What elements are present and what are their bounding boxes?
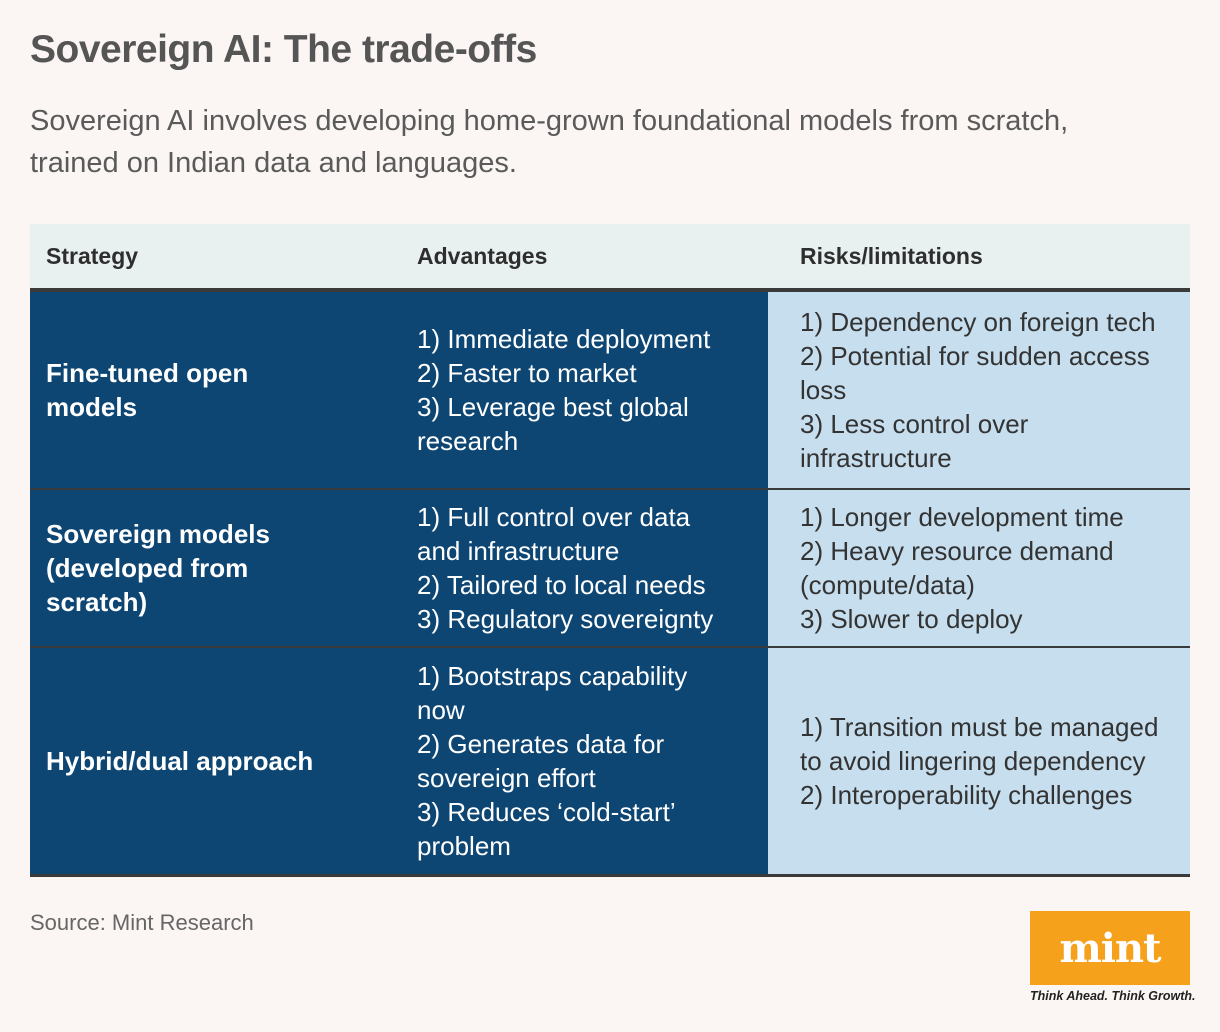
cell-line: and infrastructure: [417, 536, 620, 566]
subtitle: Sovereign AI involves developing home-gr…: [30, 100, 1190, 184]
cell-line: Sovereign models: [46, 519, 270, 549]
cell-line: 2) Faster to market: [417, 358, 637, 388]
cell-line: 1) Longer development time: [800, 502, 1124, 532]
logo-wordmark: mint: [1059, 924, 1161, 972]
header-advantages: Advantages: [417, 242, 548, 269]
cell-line: 2) Generates data for: [417, 729, 665, 759]
logo-tagline: Think Ahead. Think Growth.: [1030, 989, 1196, 1003]
table-row: Fine-tuned open models 1) Immediate depl…: [30, 292, 1190, 490]
cell-line: scratch): [46, 587, 148, 617]
cell-line: 3) Regulatory sovereignty: [417, 604, 714, 634]
risks-cell: 1) Dependency on foreign tech 2) Potenti…: [768, 292, 1190, 488]
source-note: Source: Mint Research: [30, 910, 254, 935]
subtitle-line: trained on Indian data and languages.: [30, 147, 517, 179]
cell-line: 3) Less control over: [800, 409, 1029, 439]
cell-line: 1) Dependency on foreign tech: [800, 307, 1156, 337]
risks-cell: 1) Longer development time 2) Heavy reso…: [768, 490, 1190, 646]
cell-line: (developed from: [46, 553, 249, 583]
cell-line: 3) Reduces ‘cold-start’: [417, 797, 676, 827]
cell-line: 3) Slower to deploy: [800, 604, 1023, 634]
page-title: Sovereign AI: The trade-offs: [30, 28, 537, 71]
cell-line: Fine-tuned open: [46, 358, 249, 388]
advantages-cell: 1) Bootstraps capability now 2) Generate…: [417, 648, 768, 874]
cell-line: 1) Bootstraps capability: [417, 661, 688, 691]
cell-line: problem: [417, 831, 511, 861]
cell-line: (compute/data): [800, 570, 975, 600]
cell-line: 2) Heavy resource demand: [800, 536, 1114, 566]
cell-line: now: [417, 695, 465, 725]
risks-cell: 1) Transition must be managed to avoid l…: [768, 648, 1190, 874]
cell-line: 2) Potential for sudden access: [800, 341, 1150, 371]
cell-line: 2) Tailored to local needs: [417, 570, 706, 600]
cell-line: research: [417, 426, 519, 456]
cell-line: models: [46, 392, 138, 422]
cell-line: 1) Full control over data: [417, 502, 691, 532]
header-strategy: Strategy: [46, 242, 139, 269]
subtitle-line: Sovereign AI involves developing home-gr…: [30, 105, 1069, 137]
advantages-cell: 1) Full control over data and infrastruc…: [417, 490, 768, 646]
cell-line: infrastructure: [800, 443, 952, 473]
cell-line: Hybrid/dual approach: [46, 746, 314, 776]
header-risks: Risks/limitations: [800, 242, 983, 269]
strategy-cell: Hybrid/dual approach: [30, 648, 417, 874]
table-header: Strategy Advantages Risks/limitations: [30, 224, 1190, 292]
mint-logo: mint: [1030, 911, 1190, 985]
cell-line: 1) Transition must be managed: [800, 712, 1159, 742]
cell-line: to avoid lingering dependency: [800, 746, 1146, 776]
strategy-cell: Sovereign models (developed from scratch…: [30, 490, 417, 646]
table-row: Sovereign models (developed from scratch…: [30, 490, 1190, 648]
tradeoffs-table: Strategy Advantages Risks/limitations Fi…: [30, 224, 1190, 877]
table-row: Hybrid/dual approach 1) Bootstraps capab…: [30, 648, 1190, 877]
advantages-cell: 1) Immediate deployment 2) Faster to mar…: [417, 292, 768, 488]
cell-line: 1) Immediate deployment: [417, 324, 711, 354]
cell-line: 2) Interoperability challenges: [800, 780, 1133, 810]
cell-line: 3) Leverage best global: [417, 392, 689, 422]
strategy-cell: Fine-tuned open models: [30, 292, 417, 488]
cell-line: sovereign effort: [417, 763, 596, 793]
cell-line: loss: [800, 375, 847, 405]
